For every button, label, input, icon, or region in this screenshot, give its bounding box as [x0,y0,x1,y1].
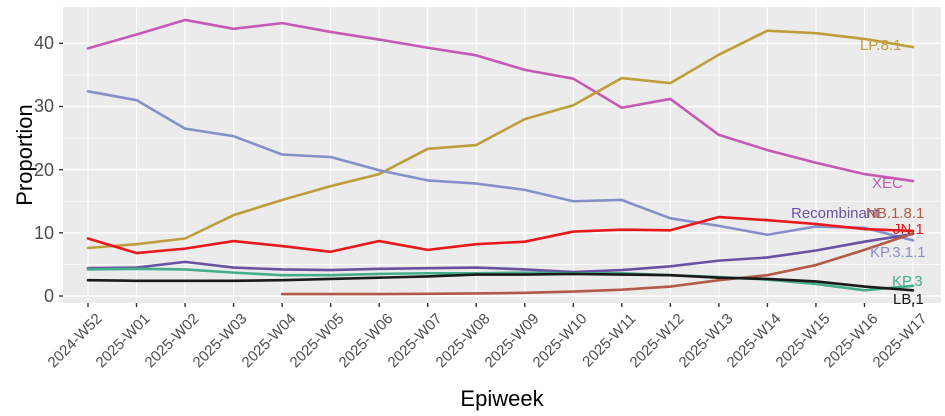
y-tick-label: 40 [33,33,54,54]
series-line-xec [86,18,915,183]
series-line-jn1 [86,215,915,255]
series-label-kp311: KP.3.1.1 [870,244,926,261]
series-line-nb181 [280,232,915,296]
y-tick-label: 20 [33,159,54,180]
series-label-jn1: JN.1 [893,221,924,238]
panel-background [63,7,941,303]
y-tick-label: 30 [33,96,54,117]
series-label-lp81: LP.8.1 [860,37,902,54]
series-label-nb181: NB.1.8.1 [866,205,925,222]
series-line-lp81 [86,29,915,250]
series-line-lb1 [86,272,915,292]
x-axis-title: Epiweek [460,386,544,411]
series-label-xec: XEC [872,175,903,192]
series-line-kp311 [86,90,915,242]
series-label-recombinant: Recombinant [791,205,880,222]
series-label-lb1: LB.1 [893,291,924,308]
series-label-kp3: KP.3 [892,273,923,290]
y-tick-label: 10 [33,222,54,243]
y-tick-label: 0 [43,286,54,306]
series-line-recombinant [86,232,915,274]
